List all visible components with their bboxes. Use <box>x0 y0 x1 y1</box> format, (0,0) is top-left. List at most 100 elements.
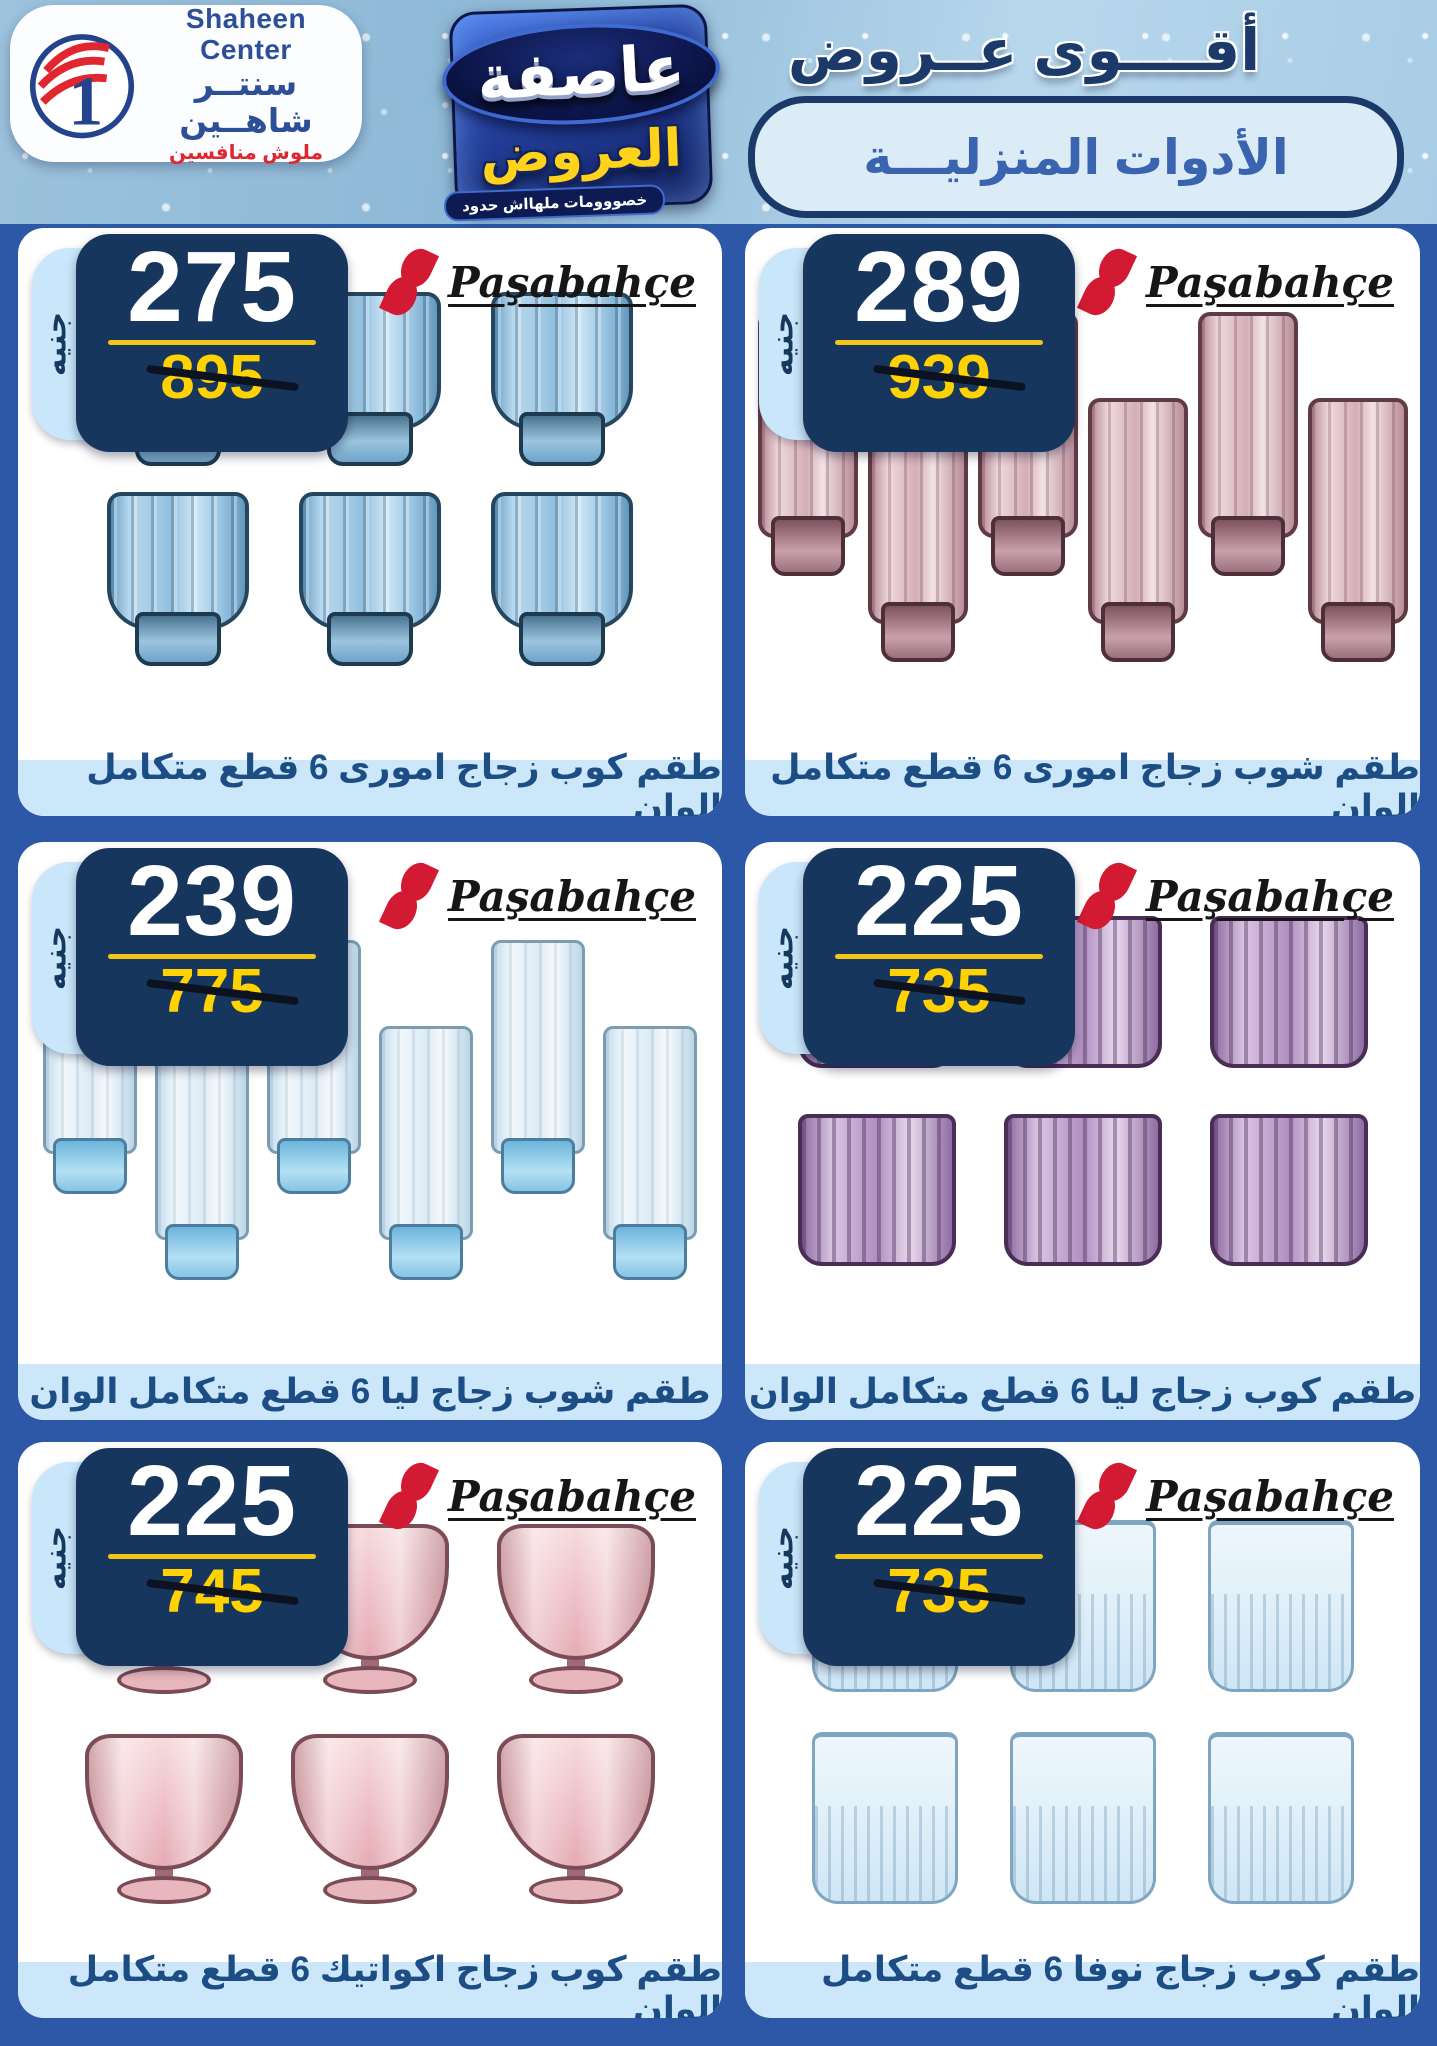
product-card: جنيه 239 775 Paşabahçe طقم شوب زجاج ليا … <box>18 842 722 1420</box>
pasabahce-swirl-icon <box>378 1457 440 1535</box>
glass-graphic <box>487 492 637 666</box>
glass-graphic <box>1209 916 1368 1068</box>
price-plate: 275 895 <box>76 234 348 452</box>
price-plate: 289 939 <box>803 234 1075 452</box>
glass-graphic <box>1196 312 1300 576</box>
current-price: 225 <box>127 1445 297 1557</box>
glass-graphic <box>797 1114 956 1266</box>
current-price: 275 <box>127 231 297 343</box>
product-name-bar: طقم كوب زجاج اكواتيك 6 قطع متكامل الوان <box>18 1950 722 2018</box>
brand-logo: Paşabahçe <box>378 1457 696 1535</box>
glass-graphic <box>1209 1114 1368 1266</box>
brand-name: Paşabahçe <box>1146 871 1394 921</box>
glass-graphic <box>295 492 445 666</box>
price-badge: جنيه 225 735 <box>759 1448 1075 1666</box>
svg-text:1: 1 <box>69 63 104 140</box>
brand-name: Paşabahçe <box>448 1471 696 1521</box>
price-badge: جنيه 275 895 <box>32 234 348 452</box>
current-price: 239 <box>127 845 297 957</box>
currency-label: جنيه <box>766 311 800 377</box>
price-badge: جنيه 225 735 <box>759 848 1075 1066</box>
price-badge: جنيه 225 745 <box>32 1448 348 1666</box>
old-price: 939 <box>887 343 991 412</box>
glass-graphic <box>497 1524 655 1694</box>
glass-graphic <box>1306 398 1410 662</box>
store-logo-text: Shaheen Center سنتــر شاهــين ملوش منافس… <box>146 3 346 164</box>
glass-graphic <box>1009 1732 1156 1904</box>
price-badge: جنيه 289 939 <box>759 234 1075 452</box>
product-card: جنيه 275 895 Paşabahçe طقم كوب زجاج امور… <box>18 228 722 816</box>
storm-word-bottom: العروض <box>479 119 683 185</box>
glass-graphic <box>811 1732 958 1904</box>
storm-offers-badge: عاصفة العروض خصووومات ملهااش حدود <box>430 0 732 222</box>
glass-graphic <box>103 492 253 666</box>
header-banner: 1 Shaheen Center سنتــر شاهــين ملوش منا… <box>0 0 1437 224</box>
shaheen-logo-icon: 1 <box>29 33 135 140</box>
old-price: 735 <box>887 1557 991 1626</box>
category-box: الأدوات المنزليـــة <box>748 96 1404 218</box>
price-plate: 225 745 <box>76 1448 348 1666</box>
product-name-bar: طقم كوب زجاج نوفا 6 قطع متكامل الوان <box>745 1950 1420 2018</box>
pasabahce-swirl-icon <box>1076 243 1138 321</box>
store-name-arabic: سنتــر شاهــين <box>179 64 313 139</box>
storm-ribbon-text: خصووومات ملهااش حدود <box>443 184 666 222</box>
product-image-glasses <box>43 940 697 1240</box>
brand-name: Paşabahçe <box>1146 1471 1394 1521</box>
old-price: 735 <box>887 957 991 1026</box>
glass-graphic <box>85 1734 243 1904</box>
brand-logo: Paşabahçe <box>1076 857 1394 935</box>
current-price: 225 <box>854 1445 1024 1557</box>
glass-graphic <box>1003 1114 1162 1266</box>
price-badge: جنيه 239 775 <box>32 848 348 1066</box>
glass-graphic <box>291 1734 449 1904</box>
brand-name: Paşabahçe <box>448 871 696 921</box>
pasabahce-swirl-icon <box>378 243 440 321</box>
currency-label: جنيه <box>766 1525 800 1591</box>
glass-graphic <box>497 1734 655 1904</box>
store-logo-card: 1 Shaheen Center سنتــر شاهــين ملوش منا… <box>10 3 362 164</box>
pasabahce-swirl-icon <box>378 857 440 935</box>
brand-name: Paşabahçe <box>448 257 696 307</box>
product-name-bar: طقم كوب زجاج ليا 6 قطع متكامل الوان <box>745 1364 1420 1420</box>
product-name-bar: طقم شوب زجاج امورى 6 قطع متكامل الوان <box>745 748 1420 816</box>
current-price: 289 <box>854 231 1024 343</box>
product-card: جنيه 225 735 Paşabahçe طقم كوب زجاج ليا … <box>745 842 1420 1420</box>
glass-graphic <box>489 940 587 1194</box>
price-plate: 225 735 <box>803 848 1075 1066</box>
offers-title: أقــــوى عــروض <box>787 18 1261 83</box>
price-plate: 225 735 <box>803 1448 1075 1666</box>
brand-logo: Paşabahçe <box>378 243 696 321</box>
brand-logo: Paşabahçe <box>1076 243 1394 321</box>
brand-logo: Paşabahçe <box>1076 1457 1394 1535</box>
currency-label: جنيه <box>39 311 73 377</box>
price-plate: 239 775 <box>76 848 348 1066</box>
product-name-bar: طقم كوب زجاج امورى 6 قطع متكامل الوان <box>18 748 722 816</box>
product-card: جنيه 289 939 Paşabahçe طقم شوب زجاج امور… <box>745 228 1420 816</box>
product-image-glasses <box>52 1524 688 1904</box>
glass-graphic <box>1207 1520 1354 1692</box>
glass-graphic <box>377 1026 475 1280</box>
brand-name: Paşabahçe <box>1146 257 1394 307</box>
product-name-bar: طقم شوب زجاج ليا 6 قطع متكامل الوان <box>18 1364 722 1420</box>
store-name-english: Shaheen Center <box>185 3 307 66</box>
currency-label: جنيه <box>39 1525 73 1591</box>
storm-word-top: عاصفة <box>475 33 687 114</box>
currency-label: جنيه <box>39 925 73 991</box>
currency-label: جنيه <box>766 925 800 991</box>
glass-graphic <box>601 1026 699 1280</box>
product-card: جنيه 225 735 Paşabahçe طقم كوب زجاج نوفا… <box>745 1442 1420 2018</box>
store-tagline: ملوش منافسين <box>169 141 323 164</box>
category-label: الأدوات المنزليـــة <box>863 130 1289 185</box>
glass-graphic <box>1207 1732 1354 1904</box>
product-card: جنيه 225 745 Paşabahçe طقم كوب زجاج اكوا… <box>18 1442 722 2018</box>
brand-logo: Paşabahçe <box>378 857 696 935</box>
pasabahce-swirl-icon <box>1076 1457 1138 1535</box>
glass-graphic <box>1086 398 1190 662</box>
old-price: 775 <box>160 957 264 1026</box>
old-price: 745 <box>160 1557 264 1626</box>
current-price: 225 <box>854 845 1024 957</box>
glass-graphic <box>487 292 637 466</box>
pasabahce-swirl-icon <box>1076 857 1138 935</box>
old-price: 895 <box>160 343 264 412</box>
